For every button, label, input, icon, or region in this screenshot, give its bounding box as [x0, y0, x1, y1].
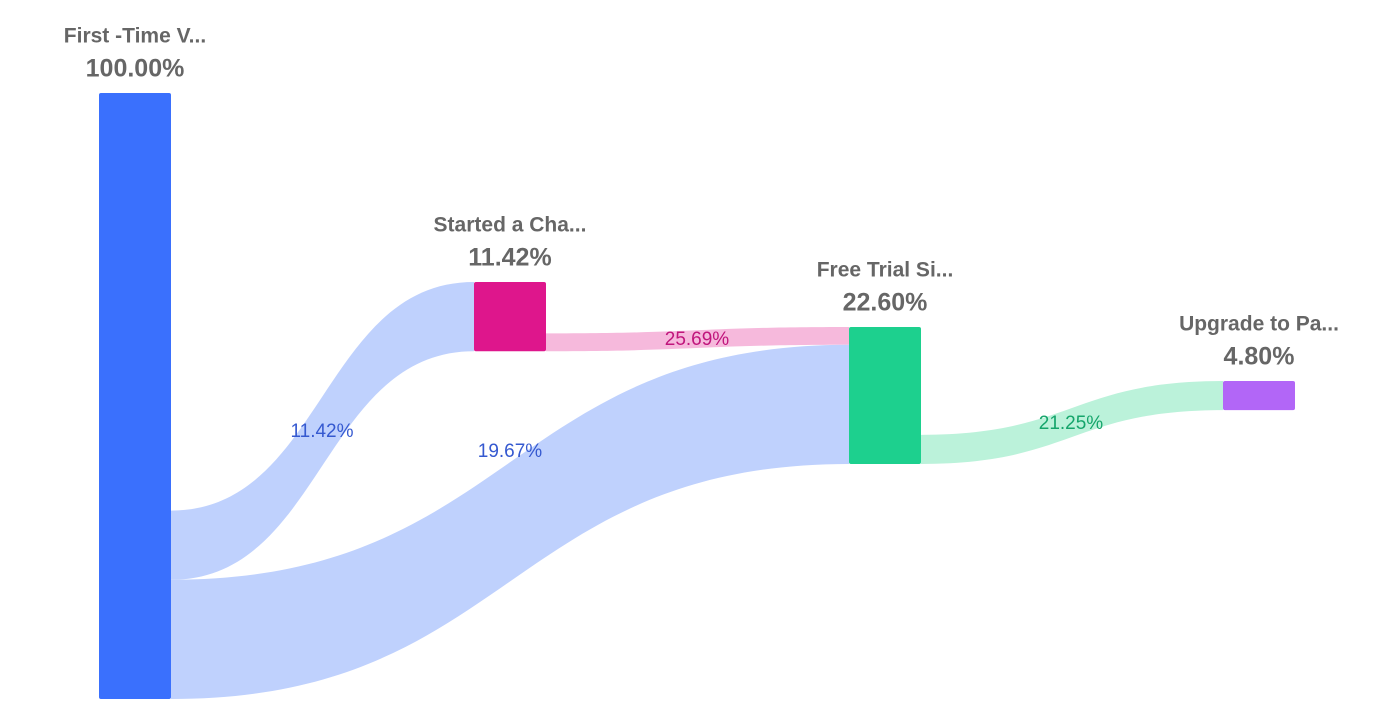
- node-name: Upgrade to Pa...: [1179, 313, 1339, 336]
- link: [546, 327, 849, 352]
- node-value: 22.60%: [843, 289, 928, 317]
- links: [171, 282, 1223, 699]
- link: [171, 282, 474, 580]
- node-value: 100.00%: [86, 55, 185, 83]
- node-name: Started a Cha...: [434, 214, 587, 237]
- link: [171, 344, 849, 699]
- link: [921, 381, 1223, 464]
- link-label: 21.25%: [1039, 413, 1104, 434]
- node: [849, 327, 921, 464]
- node: [1223, 381, 1295, 411]
- link-label: 25.69%: [665, 329, 730, 350]
- link-label: 11.42%: [290, 421, 353, 442]
- node: [474, 282, 546, 352]
- link-label: 19.67%: [478, 441, 543, 462]
- node-name: First -Time V...: [64, 25, 206, 48]
- node-value: 4.80%: [1224, 343, 1295, 371]
- node: [99, 93, 171, 699]
- node-name: Free Trial Si...: [817, 259, 954, 282]
- node-value: 11.42%: [468, 244, 551, 272]
